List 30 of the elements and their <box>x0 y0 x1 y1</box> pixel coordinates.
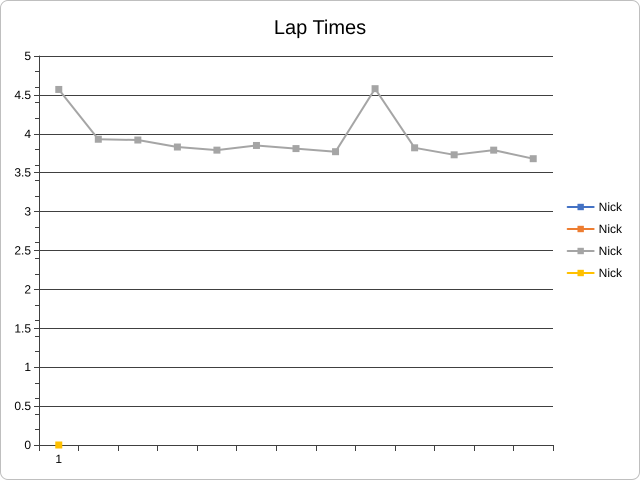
y-tick-label: 3.5 <box>14 166 32 180</box>
y-tick-label: 3 <box>24 204 32 219</box>
point <box>94 136 102 143</box>
y-tick-label: 4 <box>24 126 32 141</box>
y-tick-label: 1.5 <box>14 321 32 336</box>
y-tick-label: 2 <box>24 282 32 296</box>
point <box>490 146 498 154</box>
legend-label: Nick <box>598 266 623 280</box>
point <box>55 86 62 93</box>
legend-label: Nick <box>598 200 623 214</box>
chart-title: Lap Times <box>274 17 366 39</box>
legend-label: Nick <box>598 222 623 236</box>
point <box>134 136 142 144</box>
y-tick-label: 4.5 <box>14 88 32 102</box>
y-tick-label: 5 <box>24 49 32 63</box>
y-tick-label: 2.5 <box>14 244 32 258</box>
point <box>292 145 300 152</box>
point <box>450 151 458 158</box>
point <box>332 148 340 156</box>
y-tick-label: 0 <box>24 438 32 452</box>
point <box>213 146 220 154</box>
point <box>372 85 379 92</box>
y-tick-label: 1 <box>24 360 32 374</box>
point <box>252 142 260 149</box>
point <box>530 155 537 162</box>
legend-label: Nick <box>598 244 623 258</box>
point <box>174 144 181 151</box>
y-tick-label: 0.5 <box>14 399 32 414</box>
point <box>411 144 418 152</box>
point <box>55 442 62 448</box>
